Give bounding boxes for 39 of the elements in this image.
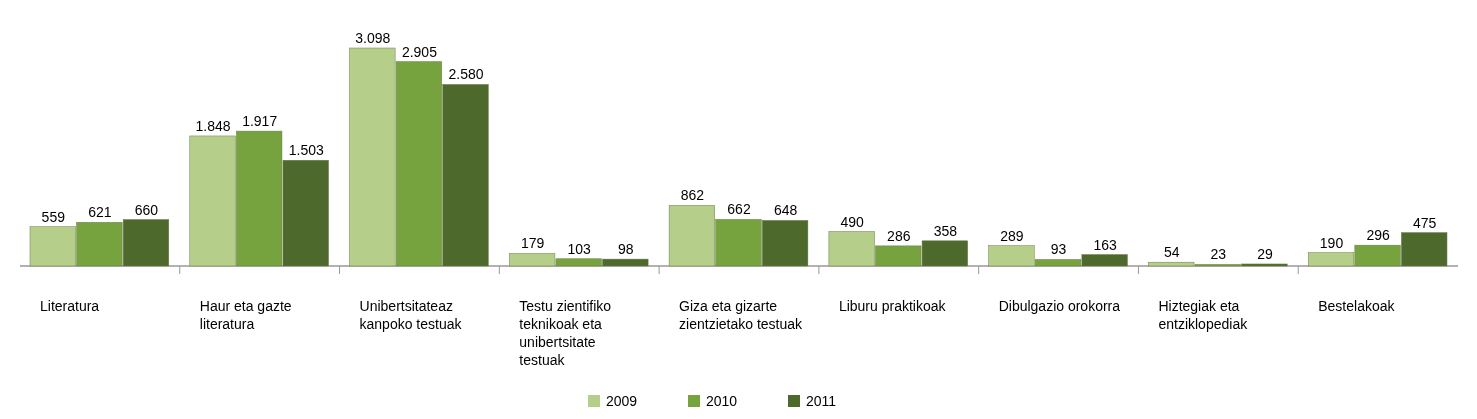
- data-label: 286: [887, 227, 911, 244]
- data-label: 475: [1413, 214, 1437, 231]
- data-label: 660: [134, 201, 159, 218]
- data-label: 1.503: [288, 142, 324, 159]
- data-label: 98: [618, 241, 634, 258]
- x-tick-label: Testu zientifiko teknikoak eta unibertsitate testuak: [519, 298, 612, 368]
- data-label: 296: [1366, 227, 1390, 244]
- data-label: 93: [1050, 241, 1067, 258]
- data-label: 1.848: [195, 117, 231, 134]
- data-label: 2.905: [401, 43, 438, 60]
- data-label: 648: [773, 202, 798, 219]
- x-tick-label: Unibertsitateaz kanpoko testuak: [359, 298, 463, 332]
- x-tick-label: Hiztegiak eta entziklopediak: [1158, 298, 1249, 332]
- data-label: 862: [680, 187, 705, 204]
- x-tick-label: Dibulgazio orokorra: [998, 298, 1121, 314]
- legend-label: 2011: [806, 393, 837, 409]
- data-label: 29: [1257, 245, 1273, 262]
- data-label: 54: [1163, 244, 1180, 261]
- data-label: 163: [1093, 236, 1118, 253]
- data-label: 1.917: [242, 113, 278, 130]
- data-label: 621: [88, 204, 112, 221]
- data-label: 23: [1210, 246, 1227, 263]
- data-label: 2.580: [448, 66, 484, 83]
- data-label: 3.098: [355, 30, 391, 46]
- data-label: 559: [41, 208, 66, 225]
- x-tick-label: Literatura: [40, 298, 100, 314]
- x-tick-label: Liburu praktikoak: [838, 298, 947, 314]
- legend-label: 2009: [606, 393, 638, 409]
- legend-label: 2010: [706, 393, 738, 409]
- x-tick-label: Giza eta gizarte zientzietako testuak: [679, 298, 804, 332]
- data-label: 103: [567, 240, 592, 257]
- data-label: 490: [840, 213, 865, 230]
- data-label: 662: [727, 201, 751, 218]
- x-tick-label: Haur eta gazte literatura: [199, 298, 292, 332]
- data-label: 358: [933, 222, 958, 239]
- data-label: 179: [520, 235, 545, 252]
- data-label: 190: [1319, 234, 1344, 251]
- data-label: 289: [1000, 227, 1024, 244]
- x-tick-label: Bestelakoak: [1318, 298, 1396, 314]
